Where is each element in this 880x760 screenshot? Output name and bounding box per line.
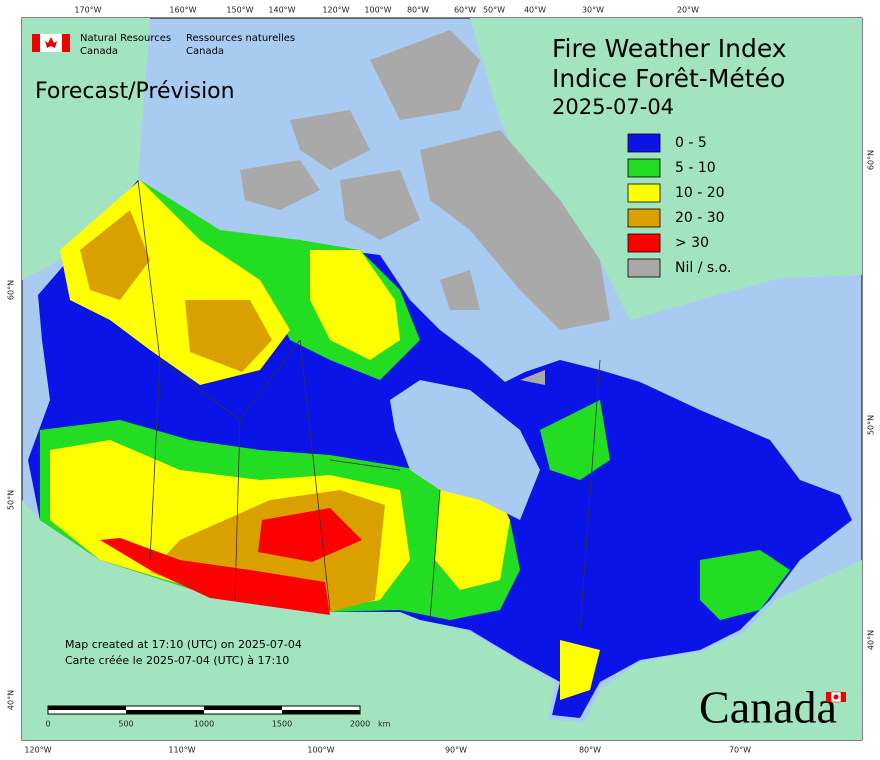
longitude-label: 160°W [169, 6, 196, 15]
legend-swatch [627, 233, 661, 253]
latitude-label: 50°N [7, 490, 16, 510]
credit: Carte créée le 2025-07-04 (UTC) à 17:10 [65, 654, 289, 667]
legend-swatch [627, 183, 661, 203]
longitude-label: 80°W [407, 6, 429, 15]
scale-bar: 0 500 1000 1500 2000 km [45, 705, 391, 729]
longitude-label: 150°W [226, 6, 253, 15]
scale-label: 2000 [350, 720, 370, 729]
zone-very-high [80, 210, 150, 300]
wordmark-flag [826, 691, 846, 703]
scale-segment [282, 710, 360, 714]
legend-swatch [627, 133, 661, 153]
alaska [22, 18, 150, 280]
scale-label: 500 [118, 720, 133, 729]
legend-label: 0 - 5 [675, 135, 707, 151]
longitude-label: 30°W [582, 6, 604, 15]
zone-extreme [258, 508, 362, 562]
flag-bar [32, 34, 40, 52]
zone-high [435, 480, 510, 590]
hudson-bay [390, 380, 540, 520]
latitude-label: 60°N [867, 150, 876, 170]
agency-en: Canada [80, 46, 118, 57]
borders [137, 179, 601, 631]
longitude-label: 80°W [579, 746, 601, 755]
scale-segment [204, 706, 282, 710]
longitude-label: 60°W [454, 6, 476, 15]
title: Indice Forêt-Météo [552, 64, 785, 93]
latitude-label: 40°N [7, 690, 16, 710]
legend-label: > 30 [675, 235, 709, 251]
scale-unit: km [378, 720, 391, 729]
legend-swatch [627, 258, 661, 278]
longitude-label: 100°W [364, 6, 391, 15]
zone-extreme [100, 538, 330, 615]
zone-moderate [700, 550, 790, 620]
longitude-label: 20°W [677, 6, 699, 15]
mode: Forecast/Prévision [35, 79, 235, 104]
map-frame [21, 17, 863, 741]
zone-very-high [185, 300, 272, 372]
latitude-label: 40°N [867, 630, 876, 650]
graticule-labels: 170°W 160°W 150°W 140°W 120°W 100°W 80°W 60°W 50… [7, 6, 876, 755]
legend-label: 10 - 20 [675, 185, 725, 201]
longitude-label: 50°W [483, 6, 505, 15]
longitude-label: 140°W [268, 6, 295, 15]
maple-leaf [45, 37, 57, 48]
agency-en: Natural Resources [80, 33, 171, 44]
longitude-label: 100°W [307, 746, 334, 755]
legend-label: Nil / s.o. [675, 260, 731, 276]
flag-bar [62, 34, 70, 52]
credit: Map created at 17:10 (UTC) on 2025-07-04 [65, 638, 302, 651]
zone-high [560, 640, 600, 700]
agency-signature: Natural Resources Canada Ressources natu… [32, 33, 295, 57]
scale-label: 0 [45, 720, 50, 729]
longitude-label: 70°W [729, 746, 751, 755]
latitude-label: 60°N [7, 280, 16, 300]
arctic-islands [240, 30, 610, 385]
scale-label: 1500 [272, 720, 292, 729]
longitude-label: 110°W [168, 746, 195, 755]
usa [22, 500, 862, 740]
greenland [470, 18, 862, 320]
legend-label: 5 - 10 [675, 160, 716, 176]
longitude-label: 90°W [445, 746, 467, 755]
scale-segment [48, 706, 126, 710]
legend-swatch [627, 158, 661, 178]
agency-fr: Ressources naturelles [186, 33, 295, 44]
legend: 0 - 5 5 - 10 10 - 20 20 - 30 > 30 Nil / s.o. [627, 133, 731, 278]
scale-label: 1000 [194, 720, 214, 729]
agency-fr: Canada [186, 46, 224, 57]
longitude-label: 120°W [322, 6, 349, 15]
zone-high [310, 250, 400, 360]
scale-segment [126, 710, 204, 714]
legend-label: 20 - 30 [675, 210, 725, 226]
longitude-label: 170°W [74, 6, 101, 15]
date: 2025-07-04 [552, 95, 674, 119]
wordmark: Canada [699, 682, 837, 733]
latitude-label: 50°N [867, 415, 876, 435]
longitude-label: 40°W [524, 6, 546, 15]
longitude-label: 120°W [24, 746, 51, 755]
legend-swatch [627, 208, 661, 228]
title: Fire Weather Index [552, 34, 787, 63]
